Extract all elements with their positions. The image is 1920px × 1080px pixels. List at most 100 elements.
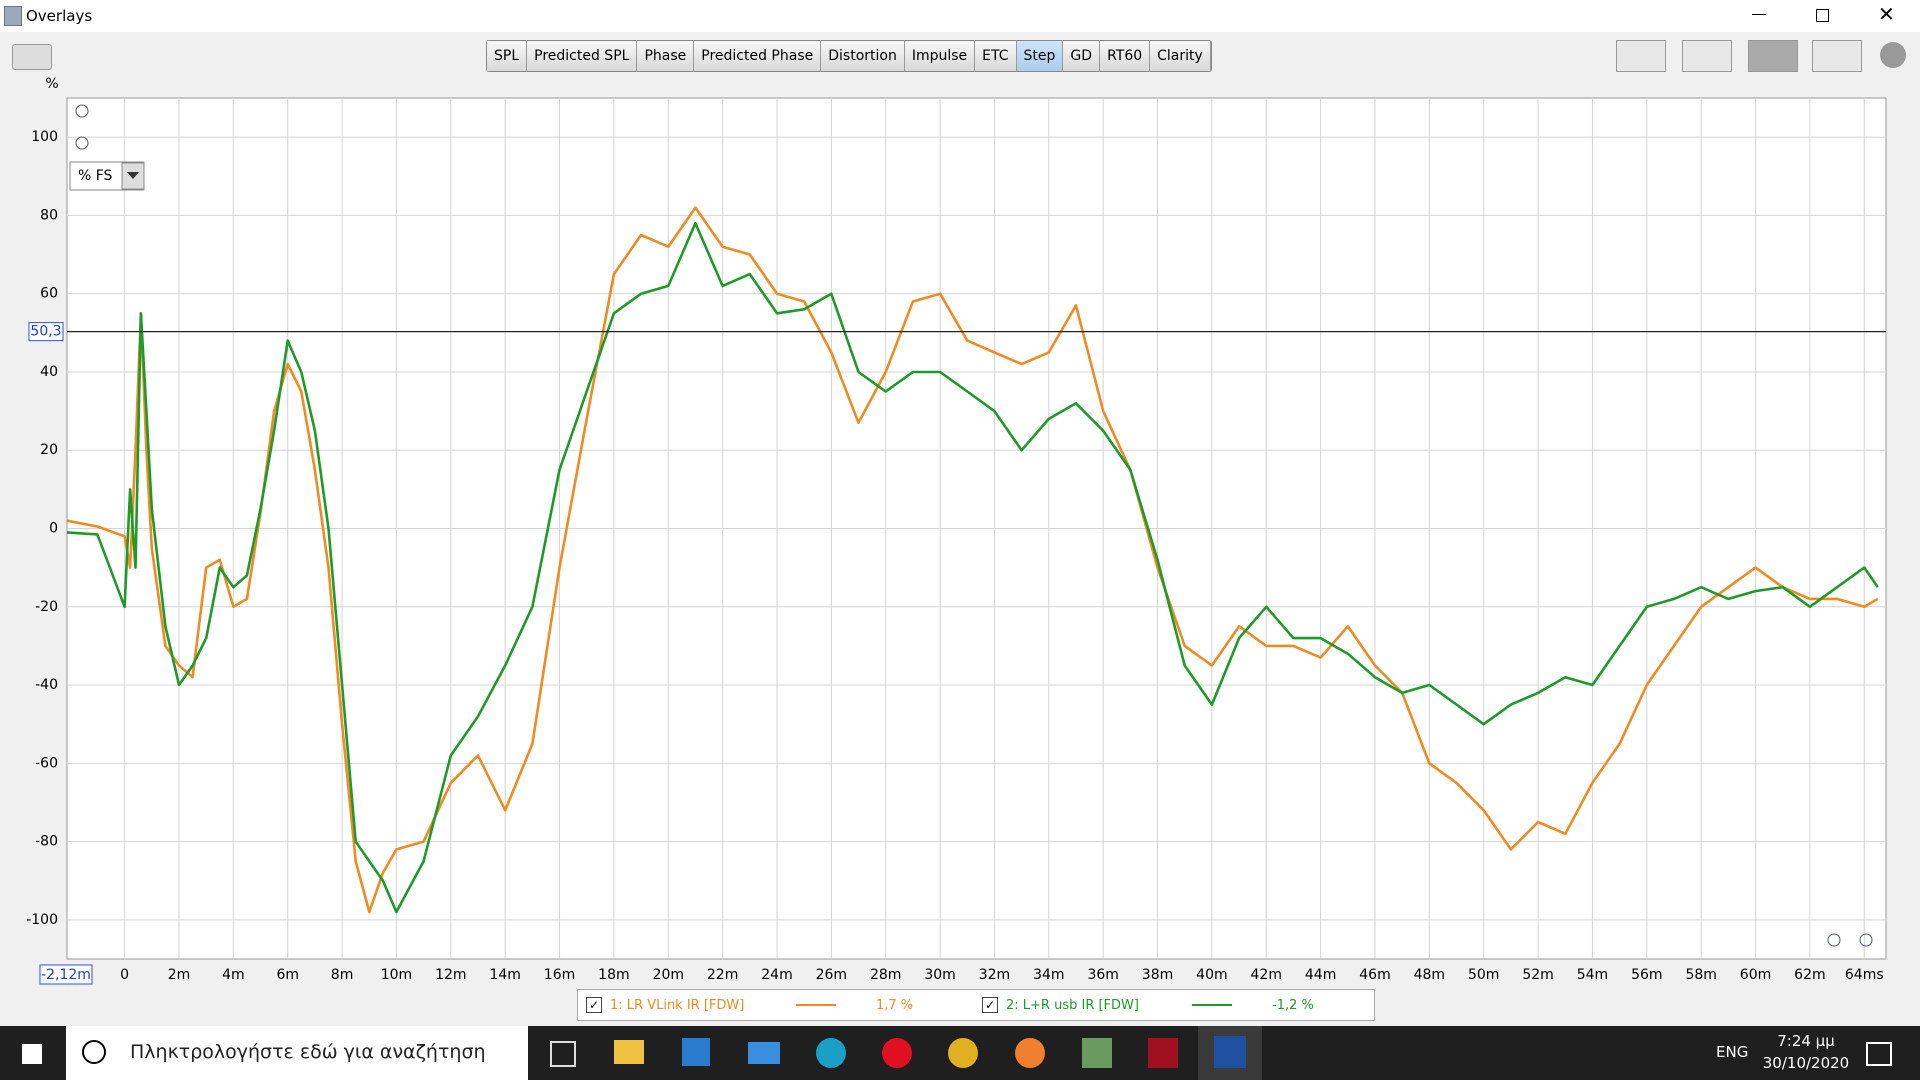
y-tick-label: 100 — [31, 129, 58, 145]
search-box[interactable]: Πληκτρολογήστε εδώ για αναζήτηση — [66, 1026, 528, 1080]
zoom-out-icon[interactable] — [75, 136, 89, 150]
series-line — [66, 206, 1879, 914]
clock-time[interactable]: 7:24 μμ — [1777, 1032, 1835, 1050]
toolbar-button[interactable] — [1812, 40, 1862, 72]
edge-icon[interactable] — [816, 1038, 846, 1068]
tab-bar: SPL Predicted SPL Phase Predicted Phase Dist… — [486, 40, 1212, 72]
store-icon[interactable] — [682, 1038, 710, 1066]
app-icon — [4, 6, 22, 26]
x-start-label: -2,12m — [41, 967, 91, 983]
mail-icon[interactable] — [748, 1042, 780, 1064]
app-icon[interactable] — [1082, 1038, 1112, 1068]
legend-readout: -1,2 % — [1272, 997, 1314, 1013]
tab[interactable]: RT60 — [1100, 41, 1151, 71]
y-tick-label: -80 — [35, 834, 58, 850]
x-tick-label: 2m — [168, 967, 191, 983]
camera-button[interactable] — [12, 44, 52, 70]
legend-checkbox[interactable]: ✓ — [586, 997, 602, 1013]
toolbar-button[interactable] — [1682, 40, 1732, 72]
rew-icon — [1214, 1036, 1246, 1068]
tab[interactable]: SPL — [487, 41, 528, 71]
y-tick-label: -60 — [35, 755, 58, 771]
y-tick-label: -20 — [35, 599, 58, 615]
y-tick-label: -100 — [26, 912, 58, 928]
x-tick-label: 14m — [489, 967, 520, 983]
legend-name: 1: LR VLink IR [FDW] — [610, 997, 745, 1013]
legend-item: ✓ 2: L+R usb IR [FDW] -1,2 % — [974, 997, 1370, 1013]
x-tick-label: 10m — [381, 967, 412, 983]
cursor-label: 50,3 — [30, 324, 61, 340]
y-tick-label: 60 — [40, 286, 58, 302]
legend-checkbox[interactable]: ✓ — [982, 997, 998, 1013]
x-tick-label: 48m — [1414, 967, 1445, 983]
x-tick-label: 54m — [1577, 967, 1608, 983]
y-tick-label: -40 — [35, 677, 58, 693]
search-placeholder: Πληκτρολογήστε εδώ για αναζήτηση — [130, 1041, 486, 1063]
zoom-icon[interactable] — [1827, 933, 1841, 947]
active-app[interactable] — [1198, 1026, 1262, 1080]
x-tick-label: 50m — [1468, 967, 1499, 983]
app-icon[interactable] — [1148, 1038, 1178, 1068]
chart: % -100 -80 -60 -40 -20 0 20 40 60 80 100 0 2m 4m 6m 8m 1… — [26, 76, 1887, 985]
legend-name: 2: L+R usb IR [FDW] — [1006, 997, 1139, 1013]
window-title: Overlays — [26, 7, 93, 25]
tab[interactable]: Predicted Phase — [694, 41, 822, 71]
x-tick-label: 18m — [598, 967, 629, 983]
tab[interactable]: GD — [1063, 41, 1101, 71]
x-tick-label: 20m — [653, 967, 684, 983]
x-tick-label: 22m — [707, 967, 738, 983]
tab[interactable]: Phase — [637, 41, 695, 71]
zoom-in-icon[interactable] — [75, 104, 89, 118]
task-view[interactable] — [550, 1041, 576, 1067]
tab[interactable]: Impulse — [904, 41, 976, 71]
x-tick-label: 60m — [1740, 967, 1771, 983]
x-tick-label: 40m — [1196, 967, 1227, 983]
x-tick-label: 42m — [1251, 967, 1282, 983]
notifications[interactable] — [1866, 1042, 1892, 1066]
x-tick-label: 44m — [1305, 967, 1336, 983]
x-tick-label: 58m — [1685, 967, 1716, 983]
x-tick-label: 56m — [1631, 967, 1662, 983]
x-tick-label: 16m — [544, 967, 575, 983]
legend: ✓ 1: LR VLink IR [FDW] 1,7 % ✓ 2: L+R usb IR… — [577, 989, 1375, 1021]
legend-item: ✓ 1: LR VLink IR [FDW] 1,7 % — [578, 997, 974, 1013]
tab[interactable]: Distortion — [821, 41, 905, 71]
clock-date[interactable]: 30/10/2020 — [1762, 1054, 1850, 1072]
tab[interactable]: Step — [1016, 41, 1064, 71]
arrow-icon — [127, 172, 139, 179]
tab[interactable]: Predicted SPL — [527, 41, 638, 71]
y-tick-label: 40 — [40, 364, 58, 380]
legend-readout: 1,7 % — [876, 997, 914, 1013]
close-button[interactable]: ✕ — [1878, 2, 1895, 26]
x-tick-label: 12m — [435, 967, 466, 983]
x-tick-label: 0 — [120, 967, 129, 983]
toolbar-button[interactable] — [1616, 40, 1666, 72]
minimize-button[interactable] — [1752, 14, 1766, 15]
zoom-icon[interactable] — [1859, 933, 1873, 947]
chrome-icon[interactable] — [948, 1038, 978, 1068]
browser-icon[interactable] — [1015, 1038, 1045, 1068]
title-bar: Overlays ✕ — [0, 0, 1920, 32]
x-start-box — [39, 964, 93, 985]
x-tick-label: 28m — [870, 967, 901, 983]
tab[interactable]: ETC — [975, 41, 1017, 71]
settings-button[interactable] — [1880, 42, 1906, 68]
x-tick-label: 32m — [979, 967, 1010, 983]
tab[interactable]: Clarity — [1150, 41, 1211, 71]
opera-icon[interactable] — [882, 1038, 912, 1068]
series-line — [66, 221, 1879, 914]
legend-swatch — [796, 1004, 836, 1006]
x-tick-label: 52m — [1522, 967, 1553, 983]
restore-button[interactable] — [1816, 9, 1829, 22]
legend-swatch — [1192, 1004, 1232, 1006]
search-icon — [82, 1040, 106, 1064]
language[interactable]: ENG — [1716, 1043, 1749, 1061]
toolbar-button[interactable] — [1748, 40, 1798, 72]
explorer-icon[interactable] — [614, 1040, 644, 1064]
x-tick-label: 64ms — [1845, 967, 1884, 983]
x-tick-label: 4m — [222, 967, 245, 983]
x-tick-label: 38m — [1142, 967, 1173, 983]
start-button[interactable] — [22, 1044, 42, 1064]
taskbar: Πληκτρολογήστε εδώ για αναζήτηση ENG 7:2… — [0, 1026, 1920, 1080]
